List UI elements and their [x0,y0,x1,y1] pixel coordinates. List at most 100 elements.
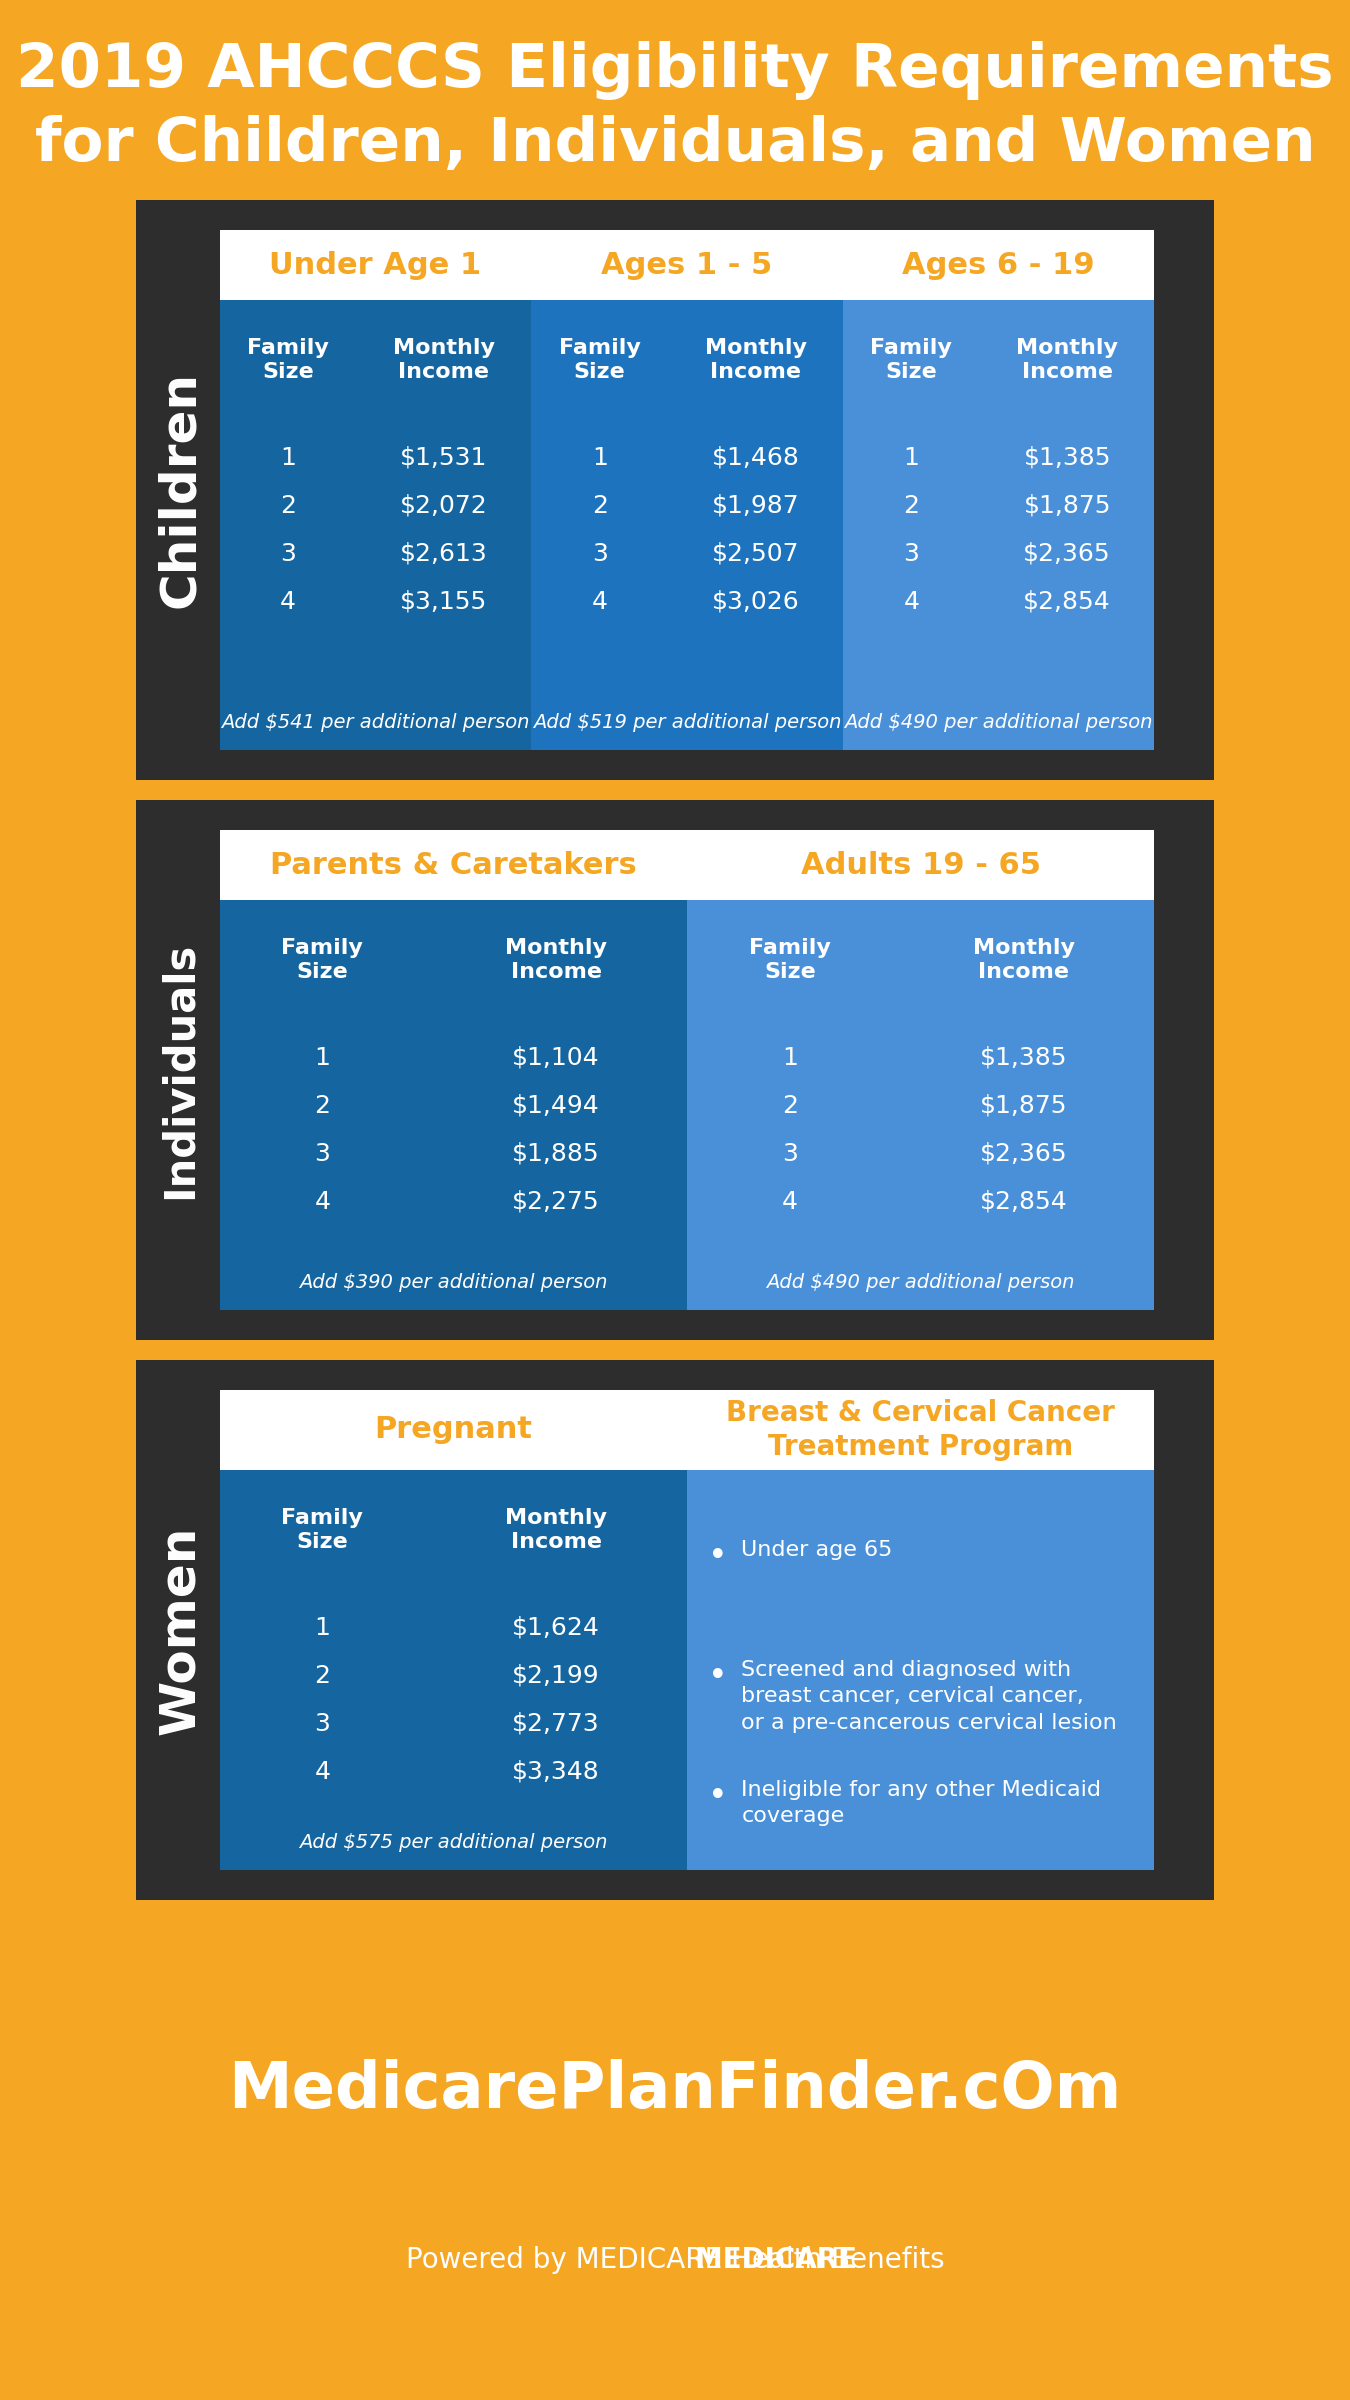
Text: $1,104: $1,104 [512,1046,599,1070]
Text: Monthly
Income: Monthly Income [705,338,806,382]
Text: 4: 4 [591,590,608,614]
Text: 2: 2 [281,494,296,518]
Text: 1: 1 [903,446,919,470]
Text: Family
Size: Family Size [281,938,363,982]
Text: Add $541 per additional person: Add $541 per additional person [221,713,529,732]
Text: •: • [707,1661,728,1692]
Text: Ages 1 - 5: Ages 1 - 5 [601,250,772,278]
Text: Ages 6 - 19: Ages 6 - 19 [902,250,1095,278]
Text: 1: 1 [315,1046,331,1070]
Text: Add $490 per additional person: Add $490 per additional person [844,713,1153,732]
Text: 1: 1 [281,446,296,470]
FancyBboxPatch shape [220,900,687,1310]
Text: •: • [707,1541,728,1572]
Text: $2,854: $2,854 [980,1190,1068,1214]
FancyBboxPatch shape [531,300,842,749]
Text: 3: 3 [315,1711,331,1735]
Text: 3: 3 [591,542,608,566]
Text: $2,773: $2,773 [512,1711,599,1735]
Text: Add $390 per additional person: Add $390 per additional person [300,1272,608,1291]
Text: Powered by MEDICARE Health Benefits: Powered by MEDICARE Health Benefits [406,2246,944,2275]
Text: $2,072: $2,072 [400,494,487,518]
Text: Family
Size: Family Size [749,938,830,982]
FancyBboxPatch shape [136,1901,1214,2400]
Text: Family
Size: Family Size [247,338,329,382]
Text: 2019 AHCCCS Eligibility Requirements: 2019 AHCCCS Eligibility Requirements [16,41,1334,98]
Text: Individuals: Individuals [159,941,201,1198]
Text: Monthly
Income: Monthly Income [972,938,1075,982]
Text: Family
Size: Family Size [281,1507,363,1553]
Text: 4: 4 [903,590,919,614]
Text: 3: 3 [903,542,919,566]
FancyBboxPatch shape [220,830,1154,1310]
Text: $3,155: $3,155 [401,590,487,614]
Text: Breast & Cervical Cancer
Treatment Program: Breast & Cervical Cancer Treatment Progr… [726,1399,1115,1462]
FancyBboxPatch shape [687,1469,1154,1870]
Text: 2: 2 [903,494,919,518]
Text: Family
Size: Family Size [559,338,641,382]
Text: MEDICARE: MEDICARE [493,2246,857,2275]
Text: $3,026: $3,026 [711,590,799,614]
Text: $1,885: $1,885 [512,1142,599,1166]
Text: MedicarePlanFinder.cOm: MedicarePlanFinder.cOm [228,2059,1122,2122]
FancyBboxPatch shape [220,1390,1154,1870]
Text: $2,199: $2,199 [512,1663,599,1687]
Text: 3: 3 [315,1142,331,1166]
Text: 1: 1 [782,1046,798,1070]
FancyBboxPatch shape [687,900,1154,1310]
Text: $3,348: $3,348 [512,1759,599,1783]
Text: $2,365: $2,365 [980,1142,1068,1166]
Text: •: • [707,1781,728,1812]
Text: Parents & Caretakers: Parents & Caretakers [270,850,637,878]
Text: 4: 4 [315,1190,331,1214]
Text: Under age 65: Under age 65 [741,1541,892,1560]
FancyBboxPatch shape [136,799,1214,1339]
Text: Adults 19 - 65: Adults 19 - 65 [801,850,1041,878]
Text: Add $519 per additional person: Add $519 per additional person [533,713,841,732]
Text: $2,854: $2,854 [1023,590,1111,614]
Text: $1,468: $1,468 [711,446,799,470]
FancyBboxPatch shape [220,230,1154,749]
Text: Women: Women [155,1526,204,1735]
Text: Family
Size: Family Size [871,338,952,382]
Text: Under Age 1: Under Age 1 [269,250,482,278]
Text: Monthly
Income: Monthly Income [393,338,495,382]
Text: 1: 1 [315,1615,331,1639]
Text: $1,875: $1,875 [1023,494,1111,518]
Text: 2: 2 [782,1094,798,1118]
Text: for Children, Individuals, and Women: for Children, Individuals, and Women [35,115,1315,175]
Text: $1,385: $1,385 [980,1046,1068,1070]
Text: $1,875: $1,875 [980,1094,1068,1118]
Text: Screened and diagnosed with
breast cancer, cervical cancer,
or a pre-cancerous c: Screened and diagnosed with breast cance… [741,1661,1116,1733]
Text: $2,507: $2,507 [711,542,799,566]
Text: $1,531: $1,531 [400,446,487,470]
Text: 1: 1 [591,446,608,470]
FancyBboxPatch shape [842,300,1154,749]
Text: $2,613: $2,613 [400,542,487,566]
Text: Ineligible for any other Medicaid
coverage: Ineligible for any other Medicaid covera… [741,1781,1102,1826]
Text: 2: 2 [591,494,608,518]
Text: $2,275: $2,275 [512,1190,599,1214]
Text: 4: 4 [281,590,296,614]
Text: 2: 2 [315,1094,331,1118]
Text: $1,385: $1,385 [1023,446,1111,470]
Text: Add $490 per additional person: Add $490 per additional person [767,1272,1075,1291]
Text: Monthly
Income: Monthly Income [505,938,608,982]
Text: 2: 2 [315,1663,331,1687]
Text: 3: 3 [281,542,296,566]
Text: $1,494: $1,494 [512,1094,599,1118]
Text: 3: 3 [782,1142,798,1166]
Text: $1,624: $1,624 [512,1615,599,1639]
FancyBboxPatch shape [220,300,531,749]
FancyBboxPatch shape [220,1469,687,1870]
FancyBboxPatch shape [136,199,1214,780]
Text: Monthly
Income: Monthly Income [505,1507,608,1553]
Text: $2,365: $2,365 [1023,542,1111,566]
Text: 4: 4 [315,1759,331,1783]
Text: Pregnant: Pregnant [374,1416,532,1445]
Text: Monthly
Income: Monthly Income [1017,338,1118,382]
Text: Add $575 per additional person: Add $575 per additional person [300,1834,608,1850]
FancyBboxPatch shape [136,1361,1214,1901]
Text: $1,987: $1,987 [711,494,799,518]
Text: Children: Children [155,372,204,610]
